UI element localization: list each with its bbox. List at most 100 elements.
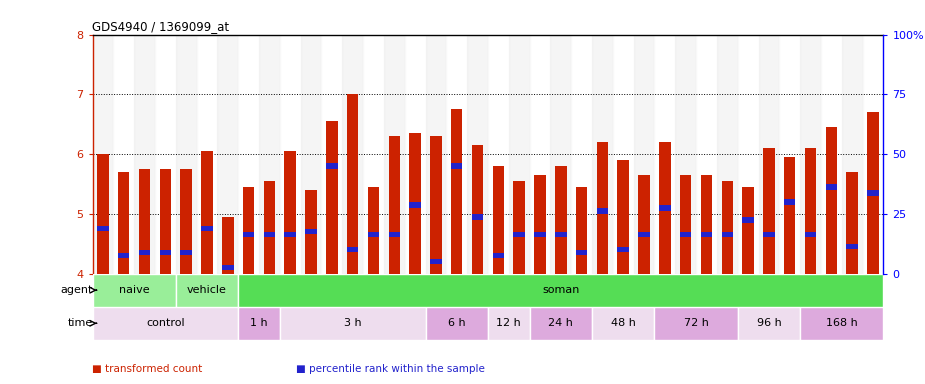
Bar (196, 35, 217, 274)
Text: 12 h: 12 h (497, 318, 521, 328)
Bar (118, 253, 130, 258)
Bar (846, 244, 857, 250)
Bar (612, 35, 634, 274)
Bar (697, 35, 717, 274)
Bar (784, 157, 796, 274)
Bar (488, 35, 509, 274)
Bar (97, 154, 108, 274)
Bar (576, 187, 587, 274)
Bar (701, 232, 712, 237)
Bar (426, 307, 488, 340)
Bar (634, 35, 655, 274)
Bar (410, 133, 421, 274)
Bar (701, 175, 712, 274)
Bar (202, 226, 213, 232)
Bar (555, 166, 566, 274)
Bar (826, 127, 837, 274)
Bar (805, 148, 816, 274)
Bar (660, 205, 671, 210)
Bar (597, 142, 608, 274)
Text: 96 h: 96 h (757, 318, 782, 328)
Bar (368, 232, 379, 237)
Bar (638, 175, 649, 274)
Bar (368, 187, 379, 274)
Text: soman: soman (542, 285, 579, 295)
Bar (846, 172, 857, 274)
Bar (347, 94, 358, 274)
Bar (555, 232, 566, 237)
Bar (618, 247, 629, 252)
Bar (618, 160, 629, 274)
Text: 24 h: 24 h (549, 318, 574, 328)
Text: control: control (146, 318, 185, 328)
Bar (488, 307, 529, 340)
Bar (576, 250, 587, 255)
Bar (410, 202, 421, 208)
Bar (243, 232, 254, 237)
Bar (305, 190, 316, 274)
Bar (239, 274, 883, 307)
Bar (597, 208, 608, 214)
Bar (722, 232, 733, 237)
Bar (800, 35, 821, 274)
Bar (779, 35, 800, 274)
Bar (92, 274, 176, 307)
Bar (305, 229, 316, 235)
Bar (405, 35, 426, 274)
Text: 3 h: 3 h (344, 318, 362, 328)
Text: 168 h: 168 h (826, 318, 857, 328)
Bar (279, 307, 426, 340)
Bar (180, 169, 191, 274)
Bar (384, 35, 405, 274)
Bar (472, 214, 483, 220)
Bar (842, 35, 862, 274)
Bar (862, 35, 883, 274)
Bar (509, 35, 529, 274)
Bar (92, 35, 113, 274)
Bar (821, 35, 842, 274)
Bar (301, 35, 322, 274)
Text: 6 h: 6 h (448, 318, 465, 328)
Bar (572, 35, 592, 274)
Bar (743, 187, 754, 274)
Bar (113, 35, 134, 274)
Bar (800, 307, 883, 340)
Bar (655, 307, 738, 340)
Bar (322, 35, 342, 274)
Text: time: time (68, 318, 92, 328)
Text: agent: agent (60, 285, 92, 295)
Bar (513, 232, 524, 237)
Text: GDS4940 / 1369099_at: GDS4940 / 1369099_at (92, 20, 229, 33)
Bar (202, 151, 213, 274)
Bar (717, 35, 738, 274)
Bar (472, 145, 483, 274)
Bar (430, 259, 441, 264)
Bar (763, 232, 774, 237)
Bar (430, 136, 441, 274)
Bar (660, 142, 671, 274)
Bar (446, 35, 467, 274)
Bar (529, 35, 550, 274)
Bar (805, 232, 816, 237)
Bar (784, 199, 796, 205)
Bar (347, 247, 358, 252)
Text: ■ transformed count: ■ transformed count (92, 364, 203, 374)
Bar (426, 35, 446, 274)
Bar (529, 307, 592, 340)
Bar (139, 250, 150, 255)
Bar (160, 169, 171, 274)
Bar (868, 112, 879, 274)
Bar (92, 307, 239, 340)
Bar (160, 250, 171, 255)
Text: ■ percentile rank within the sample: ■ percentile rank within the sample (296, 364, 485, 374)
Bar (638, 232, 649, 237)
Bar (222, 265, 233, 270)
Bar (513, 181, 524, 274)
Bar (264, 232, 275, 237)
Bar (535, 175, 546, 274)
Text: 48 h: 48 h (610, 318, 635, 328)
Bar (176, 274, 239, 307)
Bar (592, 35, 612, 274)
Bar (738, 307, 800, 340)
Bar (680, 175, 691, 274)
